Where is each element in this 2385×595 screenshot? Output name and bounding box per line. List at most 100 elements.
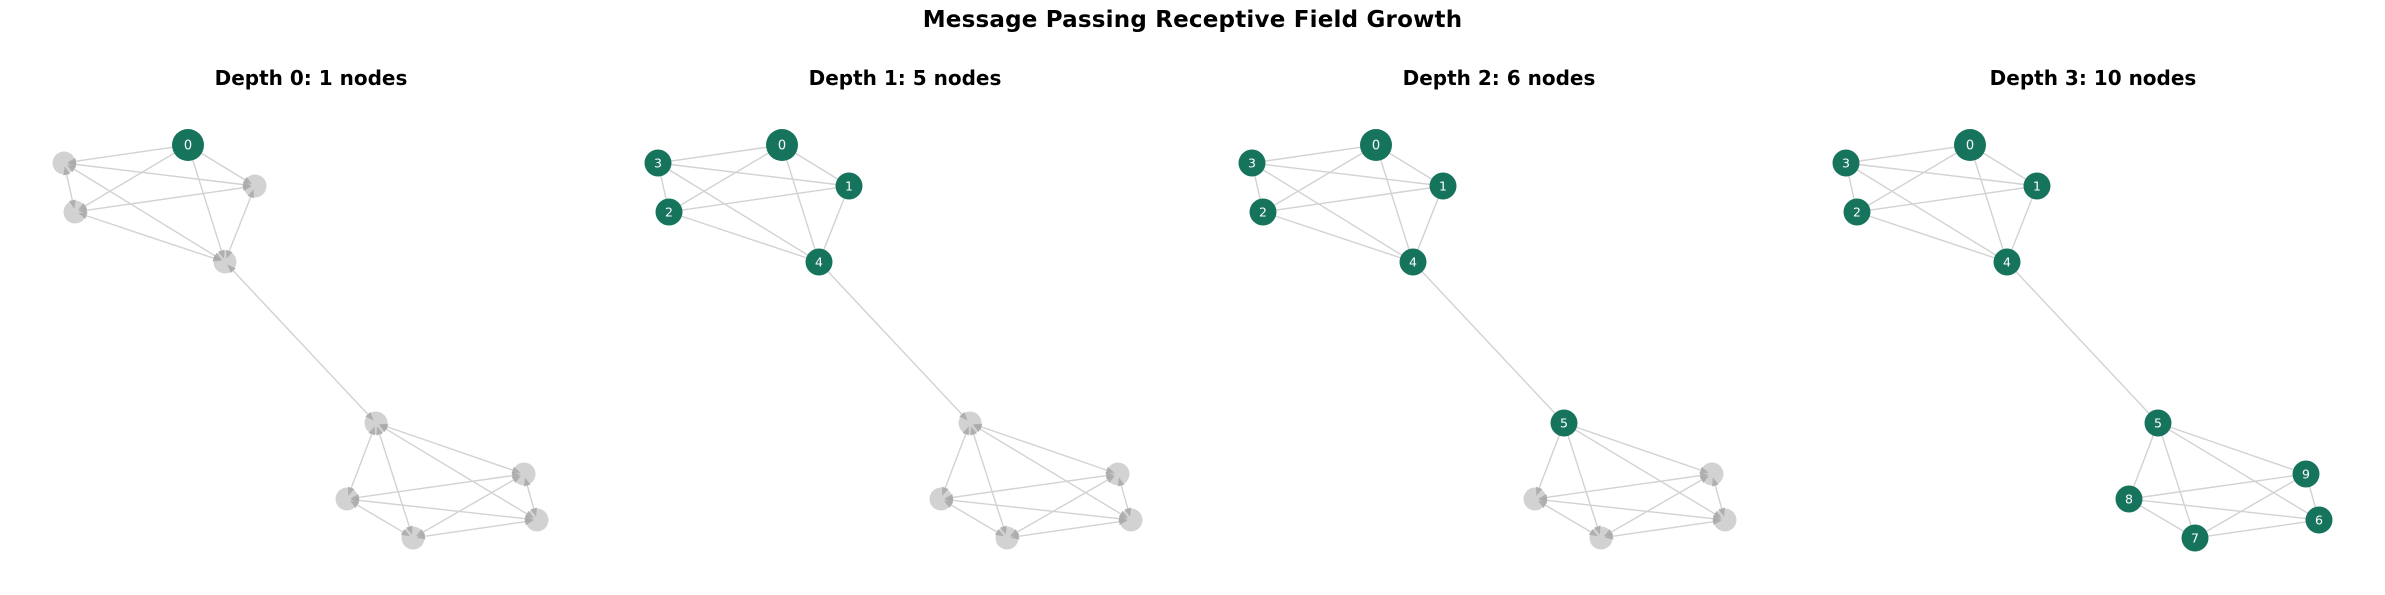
node-label: 4	[815, 254, 823, 269]
edge-arrowhead	[348, 486, 355, 496]
graph-edge	[1261, 168, 1404, 257]
node-label: 1	[1439, 178, 1447, 193]
graph-edge	[86, 186, 244, 212]
node-label: 2	[1259, 204, 1267, 219]
graph-node-gray	[1713, 508, 1737, 532]
edge-arrowhead	[1105, 472, 1115, 480]
node-label: 0	[778, 139, 786, 154]
graph-node-highlighted	[1399, 248, 1427, 276]
graph-edge	[75, 145, 177, 163]
graph-edge	[1546, 499, 1714, 520]
node-label: 4	[1409, 254, 1417, 269]
graph-edge	[826, 269, 963, 416]
graph-edge	[1538, 433, 1561, 489]
node-label: 7	[2191, 530, 2199, 545]
graph-edge	[1855, 168, 1998, 257]
graph-edge	[1420, 269, 1557, 416]
graph-node-gray	[1589, 526, 1613, 550]
graph-edge	[2010, 196, 2034, 252]
graph-edge	[190, 155, 223, 252]
graph-edge	[1544, 504, 1592, 533]
edge-arrowhead	[400, 528, 410, 537]
graph-edge	[1866, 150, 1961, 207]
graph-edge	[378, 433, 411, 528]
edge-arrowhead	[1117, 477, 1125, 487]
node-label: 2	[665, 204, 673, 219]
graph-edge	[791, 150, 840, 181]
graph-edge	[2168, 426, 2296, 471]
edge-arrowhead	[1699, 472, 1709, 480]
graph-node-gray	[995, 526, 1019, 550]
graph-edge	[669, 145, 771, 163]
graph-edge	[1263, 145, 1365, 163]
edge-arrowhead	[242, 181, 252, 188]
node-label: 1	[2033, 178, 2041, 193]
graph-node-highlighted	[805, 248, 833, 276]
graph-node-gray	[929, 487, 953, 511]
edge-arrowhead	[226, 249, 233, 259]
graph-edge	[84, 150, 179, 207]
node-label: 3	[1248, 155, 1256, 170]
graph-node-gray	[63, 200, 87, 224]
panel-title: Depth 0: 1 nodes	[214, 66, 408, 90]
panel-depth-3: Depth 3: 10 nodes 0 1 2 3 4 5 6 7 8 9	[1782, 0, 2376, 595]
graph-node-gray	[1106, 462, 1130, 486]
graph-node-highlighted	[766, 129, 798, 161]
edge-arrowhead	[1118, 515, 1128, 523]
edge-arrowhead	[511, 466, 521, 474]
panel-title: Depth 2: 6 nodes	[1402, 66, 1596, 90]
graph-node-gray	[1119, 508, 1143, 532]
graph-edge	[667, 168, 810, 257]
graph-edge	[1867, 214, 1997, 260]
graph-node-highlighted	[2305, 506, 2333, 534]
graph-edge	[659, 174, 668, 201]
edge-arrowhead	[406, 525, 413, 535]
edge-arrowhead	[1604, 529, 1614, 537]
graph-edge	[1274, 186, 1432, 212]
graph-edge	[2132, 433, 2155, 489]
graph-edge	[1263, 163, 1432, 186]
edge-arrowhead	[511, 472, 521, 480]
edge-arrowhead	[1718, 507, 1726, 517]
graph-edge	[669, 163, 838, 186]
edge-arrowhead	[944, 500, 954, 509]
graph-edge	[1016, 479, 1109, 533]
edge-arrowhead	[365, 411, 374, 421]
edge-arrowhead	[1588, 528, 1598, 537]
node-label: 6	[2315, 512, 2323, 527]
node-label: 2	[1853, 204, 1861, 219]
panel-title: Depth 1: 5 nodes	[808, 66, 1002, 90]
graph-edge	[2167, 428, 2310, 515]
edge-arrowhead	[1699, 466, 1709, 474]
graph-node-highlighted	[2292, 460, 2320, 488]
graph-edge	[1273, 214, 1403, 260]
node-label: 5	[2154, 415, 2162, 430]
edge-arrowhead	[1538, 500, 1548, 509]
edge-arrowhead	[973, 423, 983, 431]
edge-arrowhead	[530, 507, 538, 517]
graph-edge	[680, 186, 838, 212]
graph-node-gray	[525, 508, 549, 532]
graph-node-gray	[335, 487, 359, 511]
graph-edge	[1546, 474, 1701, 499]
graph-node-highlighted	[835, 172, 863, 200]
edge-arrowhead	[1105, 466, 1115, 474]
graph-node-highlighted	[1993, 248, 2021, 276]
edge-arrowhead	[1538, 493, 1548, 501]
edge-arrowhead	[959, 411, 968, 421]
edge-arrowhead	[523, 477, 531, 487]
node-label: 5	[1560, 415, 1568, 430]
graph-canvas: 0 1 2 3 4	[644, 129, 1143, 550]
edge-arrowhead	[942, 486, 949, 496]
graph-edge	[980, 426, 1108, 471]
graph-edge	[422, 479, 515, 533]
graph-edge	[386, 426, 514, 471]
graph-edge	[1612, 520, 1714, 538]
graph-node-gray	[1700, 462, 1724, 486]
edge-arrowhead	[379, 423, 389, 431]
edge-arrowhead	[524, 515, 534, 523]
edge-arrowhead	[962, 426, 969, 436]
graph-edge	[678, 150, 773, 207]
node-label: 0	[1966, 139, 1974, 154]
